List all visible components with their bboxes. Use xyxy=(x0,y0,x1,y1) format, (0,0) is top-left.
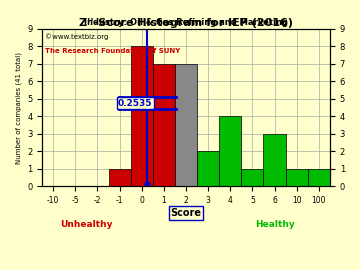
Bar xyxy=(241,169,264,186)
Text: Healthy: Healthy xyxy=(255,220,294,229)
Bar xyxy=(285,169,308,186)
Bar xyxy=(131,46,153,186)
Y-axis label: Number of companies (41 total): Number of companies (41 total) xyxy=(15,52,22,164)
Bar xyxy=(308,169,330,186)
X-axis label: Score: Score xyxy=(171,208,202,218)
Bar xyxy=(153,64,175,186)
Text: 0.2535: 0.2535 xyxy=(118,99,152,108)
Bar xyxy=(219,116,241,186)
Text: The Research Foundation of SUNY: The Research Foundation of SUNY xyxy=(45,48,180,54)
Title: Z''-Score Histogram for IEP (2016): Z''-Score Histogram for IEP (2016) xyxy=(79,18,293,28)
Text: Unhealthy: Unhealthy xyxy=(60,220,113,229)
Bar xyxy=(197,151,219,186)
Bar xyxy=(264,134,285,186)
Text: ©www.textbiz.org: ©www.textbiz.org xyxy=(45,33,108,40)
Bar xyxy=(109,169,131,186)
Bar xyxy=(175,64,197,186)
Text: Industry: Oil & Gas Refining and Marketing: Industry: Oil & Gas Refining and Marketi… xyxy=(84,18,288,27)
